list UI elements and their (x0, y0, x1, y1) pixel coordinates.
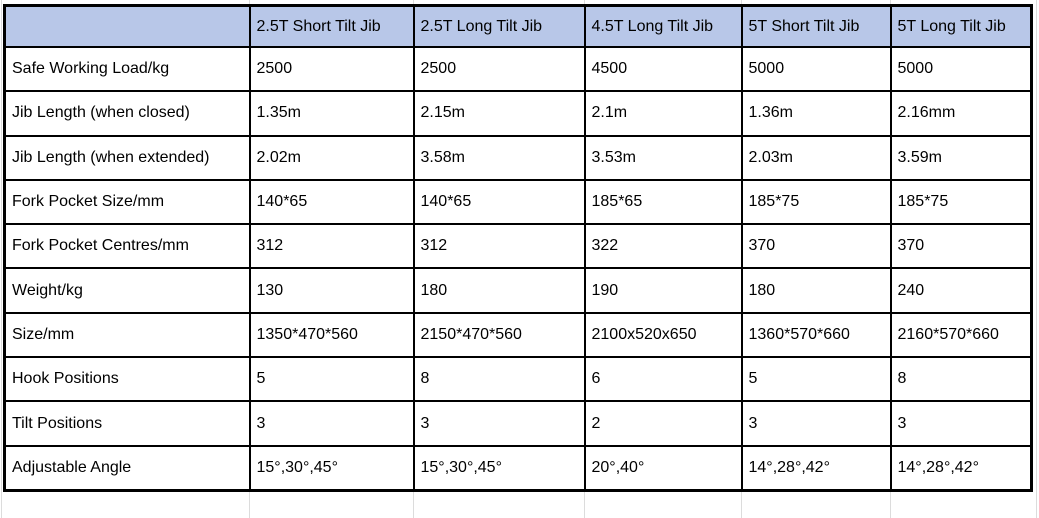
value-cell: 14°,28°,42° (889, 444, 1033, 492)
value-cell: 2500 (248, 45, 415, 93)
row-label: Safe Working Load/kg (3, 45, 251, 93)
spec-table-body: Safe Working Load/kg 2500 2500 4500 5000 5000… (3, 45, 1033, 492)
value-cell: 3.58m (412, 134, 586, 181)
value-cell: 1.35m (248, 90, 415, 137)
column-header: 2.5T Short Tilt Jib (248, 4, 415, 48)
table-row: Size/mm 1350*470*560 2150*470*560 2100x520x… (3, 311, 1033, 359)
value-cell: 8 (889, 356, 1033, 403)
value-cell: 15°,30°,45° (248, 444, 415, 492)
value-cell: 2.16mm (889, 90, 1033, 137)
row-label: Weight/kg (3, 267, 251, 314)
corner-header-cell (3, 4, 251, 48)
value-cell: 312 (412, 223, 586, 270)
value-cell: 14°,28°,42° (740, 444, 892, 492)
value-cell: 3 (740, 400, 892, 447)
value-cell: 3 (412, 400, 586, 447)
value-cell: 312 (248, 223, 415, 270)
header-row: 2.5T Short Tilt Jib 2.5T Long Tilt Jib 4.5… (3, 4, 1033, 48)
value-cell: 185*65 (583, 178, 743, 226)
row-label: Hook Positions (3, 356, 251, 403)
value-cell: 3 (889, 400, 1033, 447)
value-cell: 15°,30°,45° (412, 444, 586, 492)
value-cell: 1350*470*560 (248, 311, 415, 359)
value-cell: 2.15m (412, 90, 586, 137)
table-row: Adjustable Angle 15°,30°,45° 15°,30°,45° 20… (3, 444, 1033, 492)
column-header: 5T Short Tilt Jib (740, 4, 892, 48)
table-row: Hook Positions 5 8 6 5 8 (3, 356, 1033, 403)
spec-table-head: 2.5T Short Tilt Jib 2.5T Long Tilt Jib 4.5… (3, 4, 1033, 48)
column-header: 4.5T Long Tilt Jib (583, 4, 743, 48)
table-row: Safe Working Load/kg 2500 2500 4500 5000 5000 (3, 45, 1033, 93)
value-cell: 2160*570*660 (889, 311, 1033, 359)
value-cell: 185*75 (740, 178, 892, 226)
table-row: Weight/kg 130 180 190 180 240 (3, 267, 1033, 314)
value-cell: 5000 (889, 45, 1033, 93)
value-cell: 180 (412, 267, 586, 314)
table-row: Tilt Positions 3 3 2 3 3 (3, 400, 1033, 447)
value-cell: 140*65 (248, 178, 415, 226)
row-label: Adjustable Angle (3, 444, 251, 492)
row-label: Fork Pocket Centres/mm (3, 223, 251, 270)
value-cell: 3.53m (583, 134, 743, 181)
value-cell: 322 (583, 223, 743, 270)
value-cell: 185*75 (889, 178, 1033, 226)
value-cell: 5 (740, 356, 892, 403)
value-cell: 370 (740, 223, 892, 270)
value-cell: 2.03m (740, 134, 892, 181)
value-cell: 1360*570*660 (740, 311, 892, 359)
value-cell: 190 (583, 267, 743, 314)
table-row: Jib Length (when closed) 1.35m 2.15m 2.1m 1.… (3, 90, 1033, 137)
spreadsheet-gridline (1, 0, 2, 518)
table-row: Jib Length (when extended) 2.02m 3.58m 3.53… (3, 134, 1033, 181)
value-cell: 180 (740, 267, 892, 314)
value-cell: 8 (412, 356, 586, 403)
value-cell: 2500 (412, 45, 586, 93)
value-cell: 2.02m (248, 134, 415, 181)
spec-table: 2.5T Short Tilt Jib 2.5T Long Tilt Jib 4.5… (3, 4, 1033, 492)
column-header: 2.5T Long Tilt Jib (412, 4, 586, 48)
row-label: Tilt Positions (3, 400, 251, 447)
value-cell: 2100x520x650 (583, 311, 743, 359)
table-row: Fork Pocket Size/mm 140*65 140*65 185*65 185… (3, 178, 1033, 226)
value-cell: 2150*470*560 (412, 311, 586, 359)
value-cell: 5 (248, 356, 415, 403)
value-cell: 4500 (583, 45, 743, 93)
value-cell: 2.1m (583, 90, 743, 137)
value-cell: 20°,40° (583, 444, 743, 492)
value-cell: 240 (889, 267, 1033, 314)
value-cell: 370 (889, 223, 1033, 270)
table-row: Fork Pocket Centres/mm 312 312 322 370 370 (3, 223, 1033, 270)
row-label: Jib Length (when extended) (3, 134, 251, 181)
value-cell: 3.59m (889, 134, 1033, 181)
row-label: Size/mm (3, 311, 251, 359)
spreadsheet-gridline (1036, 0, 1037, 518)
row-label: Fork Pocket Size/mm (3, 178, 251, 226)
value-cell: 3 (248, 400, 415, 447)
value-cell: 140*65 (412, 178, 586, 226)
column-header: 5T Long Tilt Jib (889, 4, 1033, 48)
row-label: Jib Length (when closed) (3, 90, 251, 137)
value-cell: 6 (583, 356, 743, 403)
value-cell: 2 (583, 400, 743, 447)
value-cell: 130 (248, 267, 415, 314)
value-cell: 1.36m (740, 90, 892, 137)
value-cell: 5000 (740, 45, 892, 93)
